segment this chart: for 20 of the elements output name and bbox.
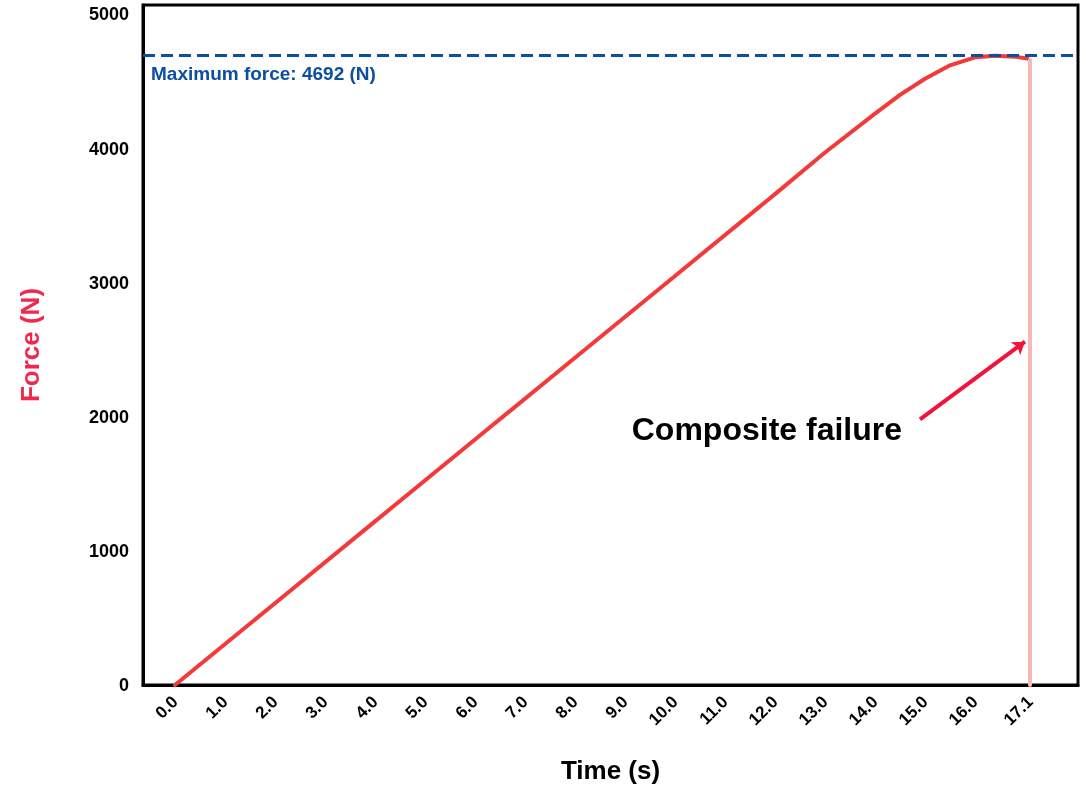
x-tick-label: 8.0 — [551, 692, 582, 723]
ref-line-label: Maximum force: 4692 (N) — [151, 62, 376, 84]
y-tick-label: 2000 — [88, 406, 129, 427]
y-tick-label: 5000 — [88, 4, 129, 25]
x-axis-title: Time (s) — [560, 755, 661, 785]
y-axis-title: Force (N) — [15, 287, 45, 403]
y-tick-label: 1000 — [88, 540, 129, 561]
x-tick-label: 0.0 — [151, 692, 182, 723]
x-tick-label: 7.0 — [501, 692, 532, 723]
x-tick-label: 2.0 — [251, 692, 282, 723]
y-tick-label: 0 — [118, 675, 129, 695]
x-tick-label: 3.0 — [301, 692, 332, 723]
x-tick-label: 1.0 — [201, 692, 232, 723]
annotation: Composite failure — [631, 410, 902, 447]
x-tick-label: 4.0 — [351, 692, 382, 723]
x-tick-label: 9.0 — [601, 692, 632, 723]
y-tick-label: 4000 — [88, 138, 129, 159]
x-tick-label: 6.0 — [451, 692, 482, 723]
x-tick-label: 5.0 — [401, 692, 432, 723]
y-tick-label: 3000 — [88, 272, 129, 293]
